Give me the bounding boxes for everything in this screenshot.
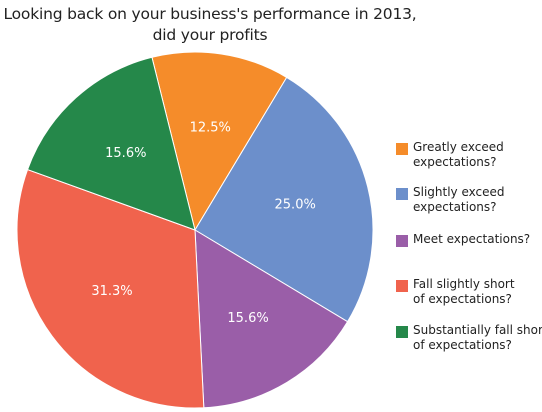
- legend-item-5: Substantially fall short of expectations?: [396, 323, 542, 353]
- pie-slice-3: [194, 229, 349, 409]
- legend-label-1-line-2: expectations?: [413, 155, 497, 169]
- slice-data-label-2: 25.0%: [275, 198, 316, 213]
- pie-slice-4: [16, 168, 205, 409]
- legend-swatch-4: [396, 280, 408, 292]
- legend-item-3: Meet expectations?: [396, 232, 541, 247]
- legend-label-2-line-2: expectations?: [413, 200, 497, 214]
- legend-label-3-line-1: Meet expectations?: [413, 232, 531, 246]
- pie-slice-2: [194, 76, 374, 323]
- legend-label-1: Greatly exceed expectations?: [413, 140, 541, 170]
- slice-data-label-1: 12.5%: [190, 120, 231, 135]
- legend-label-3: Meet expectations?: [413, 232, 541, 247]
- legend-label-1-line-1: Greatly exceed: [413, 140, 504, 154]
- legend-label-4: Fall slightly short of expectations?: [413, 277, 541, 307]
- legend-label-2: Slightly exceed expectations?: [413, 185, 541, 215]
- legend-swatch-2: [396, 188, 408, 200]
- legend-item-2: Slightly exceed expectations?: [396, 185, 541, 215]
- pie-slices: [16, 51, 374, 409]
- legend-item-1: Greatly exceed expectations?: [396, 140, 541, 170]
- legend-label-5-line-1: Substantially fall short: [413, 323, 542, 337]
- chart-title: Looking back on your business's performa…: [0, 4, 420, 46]
- legend-swatch-1: [396, 143, 408, 155]
- legend-swatch-5: [396, 326, 408, 338]
- legend-swatch-3: [396, 235, 408, 247]
- legend-label-4-line-2: of expectations?: [413, 292, 512, 306]
- slice-data-label-5: 15.6%: [105, 146, 146, 161]
- chart-title-line-1: Looking back on your business's performa…: [3, 5, 417, 23]
- chart-legend: Greatly exceed expectations? Slightly exce…: [396, 0, 542, 412]
- pie-slice-5: [26, 56, 196, 231]
- slice-data-label-4: 31.3%: [91, 284, 132, 299]
- pie-slice-1: [151, 51, 288, 232]
- chart-title-line-2: did your profits: [152, 26, 268, 44]
- legend-label-4-line-1: Fall slightly short: [413, 277, 515, 291]
- pie-data-labels: 12.5% 25.0% 15.6% 31.3% 15.6%: [91, 120, 315, 326]
- legend-label-5: Substantially fall short of expectations?: [413, 323, 542, 353]
- legend-item-4: Fall slightly short of expectations?: [396, 277, 541, 307]
- slice-data-label-3: 15.6%: [227, 311, 268, 326]
- legend-label-2-line-1: Slightly exceed: [413, 185, 505, 199]
- legend-label-5-line-2: of expectations?: [413, 338, 512, 352]
